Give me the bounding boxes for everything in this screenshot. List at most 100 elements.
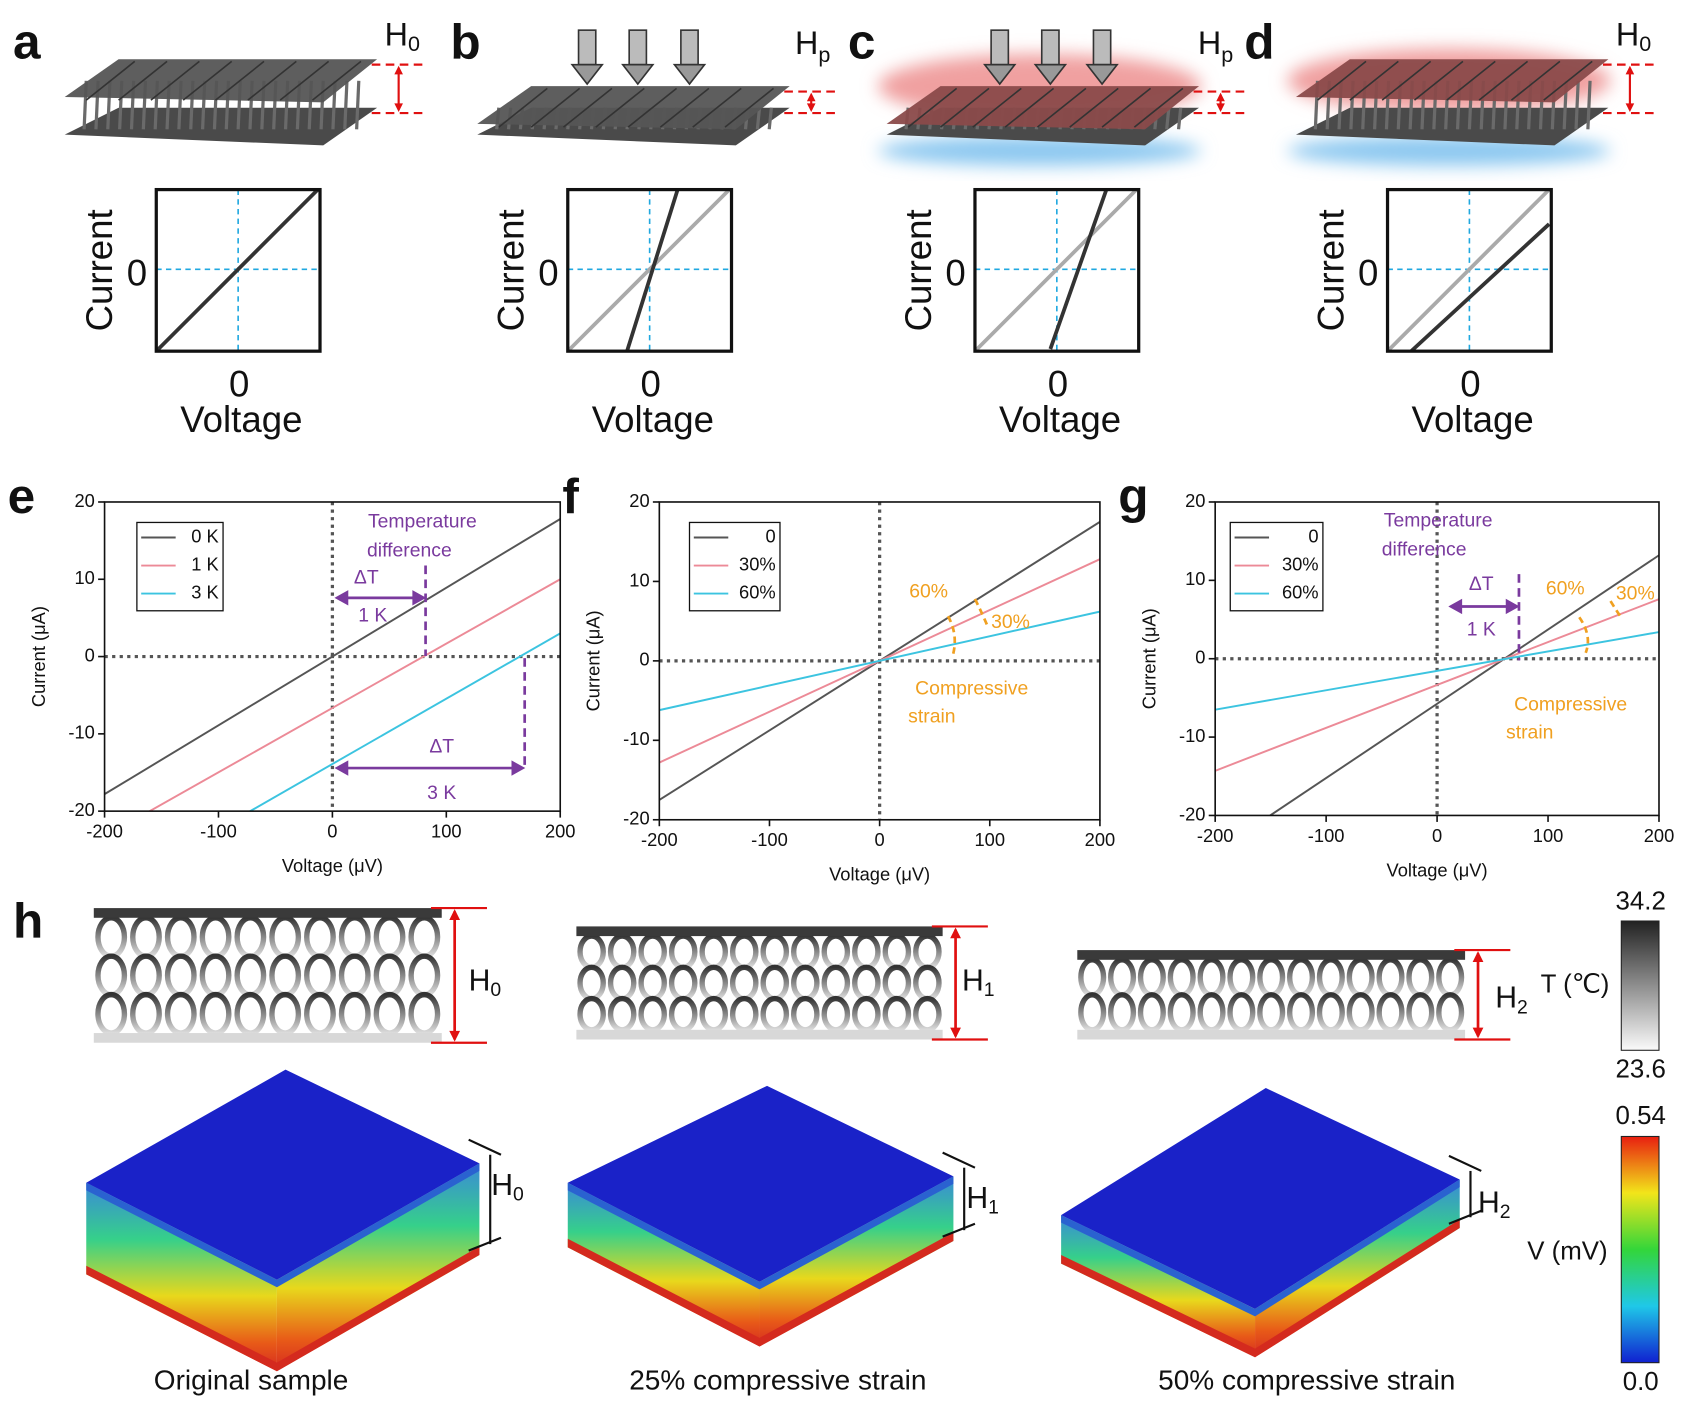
panel-b: b Hp <box>450 13 830 69</box>
loop <box>607 995 637 1033</box>
weave <box>1317 60 1367 101</box>
series-line <box>248 632 561 812</box>
left-face <box>86 1182 277 1372</box>
legend-label: 3 K <box>191 581 218 602</box>
y-tick-label: 10 <box>75 567 95 588</box>
left-face <box>567 1182 760 1347</box>
loop <box>913 995 942 1033</box>
loop <box>338 991 371 1036</box>
loop <box>1316 992 1345 1033</box>
loop <box>791 964 820 1002</box>
loop <box>1108 957 1137 998</box>
top-plate <box>567 1085 954 1282</box>
bottom-edge <box>86 1246 480 1372</box>
left-face <box>1061 1215 1256 1358</box>
weave <box>1101 87 1152 128</box>
fiber <box>755 107 762 130</box>
bottom-plate <box>93 1033 442 1043</box>
dim-head <box>806 92 816 113</box>
angle-arc <box>946 615 957 658</box>
plot-frame <box>1385 187 1553 353</box>
annotation: strain <box>908 706 955 728</box>
loop <box>607 933 637 971</box>
top-plate <box>1077 950 1466 960</box>
loop <box>95 991 128 1036</box>
loop <box>821 964 851 1002</box>
loop <box>882 933 912 971</box>
loop <box>668 995 698 1033</box>
loop <box>1167 957 1196 998</box>
right-face <box>276 1163 480 1372</box>
loop <box>1436 957 1465 998</box>
top-plate <box>576 926 943 937</box>
height-label: H2 <box>1478 1186 1511 1223</box>
weave <box>1004 87 1055 128</box>
press-head <box>983 63 1017 86</box>
iv-line <box>625 189 680 352</box>
annotation: 60% <box>1546 577 1585 599</box>
y-tick-label: 20 <box>629 490 649 511</box>
loop <box>638 995 667 1033</box>
top-plate <box>1061 1087 1460 1309</box>
height-label: H0 <box>491 1169 524 1206</box>
x-tick-label: 100 <box>1533 825 1564 846</box>
panel-label: c <box>848 13 876 69</box>
loop <box>164 953 197 998</box>
loop <box>408 991 441 1036</box>
y-label: Current <box>1310 209 1351 331</box>
height-cap <box>942 1151 976 1169</box>
x-axis-label: Voltage (μV) <box>282 855 383 876</box>
x-tick-label: -200 <box>641 829 678 850</box>
series-line <box>104 518 561 795</box>
loop <box>913 933 942 971</box>
x-label: Voltage <box>592 399 714 440</box>
panel-label: f <box>562 468 579 524</box>
weave <box>150 60 200 101</box>
x-tick-label: 0 <box>1432 825 1442 846</box>
loop <box>699 995 729 1033</box>
weave <box>1413 60 1464 101</box>
caption: Original sample <box>154 1364 349 1395</box>
annotation: 1 K <box>358 604 387 626</box>
x-tick-label: -100 <box>1308 825 1345 846</box>
iv-line <box>566 188 731 353</box>
fem-block <box>86 1069 502 1372</box>
temperature-colorbar <box>1620 920 1660 1051</box>
series-line <box>147 578 561 812</box>
loop <box>699 964 729 1002</box>
h-labels: H0 H1 H2 H0 H1 H2 Original sample 25% co… <box>154 888 1666 1396</box>
y-tick-label: -20 <box>1179 803 1205 824</box>
top-plate <box>93 908 442 918</box>
loop <box>729 933 759 971</box>
press-head <box>672 63 707 86</box>
weave <box>1349 60 1399 101</box>
right-face <box>1255 1179 1460 1358</box>
press-arrow <box>577 29 597 66</box>
loop <box>791 933 820 971</box>
press-head <box>1033 63 1068 86</box>
panel-label: e <box>8 468 36 524</box>
voltage-colorbar <box>1620 1135 1660 1364</box>
legend-label: 60% <box>1282 581 1319 602</box>
legend-label: 60% <box>739 581 776 602</box>
series-line <box>1215 631 1659 711</box>
schematics <box>64 29 1657 166</box>
annotation: Compressive <box>1514 694 1627 716</box>
y-tick-label: -10 <box>1179 725 1205 746</box>
right-face <box>759 1176 954 1347</box>
x-tick-label: -100 <box>200 821 237 842</box>
loop <box>130 953 162 998</box>
annotation: ΔT <box>1469 573 1494 595</box>
colorbar-title: T (℃) <box>1541 970 1610 998</box>
bottom-layer <box>64 107 378 146</box>
weave <box>627 87 678 128</box>
loop <box>760 964 790 1002</box>
legend-label: 0 <box>765 525 775 546</box>
legend-label: 0 K <box>191 525 218 546</box>
annotation: Temperature <box>1384 509 1493 531</box>
loop <box>1376 992 1405 1033</box>
top-edge <box>86 1163 480 1288</box>
annotation: ΔT <box>429 736 454 758</box>
series-line <box>659 610 1100 712</box>
